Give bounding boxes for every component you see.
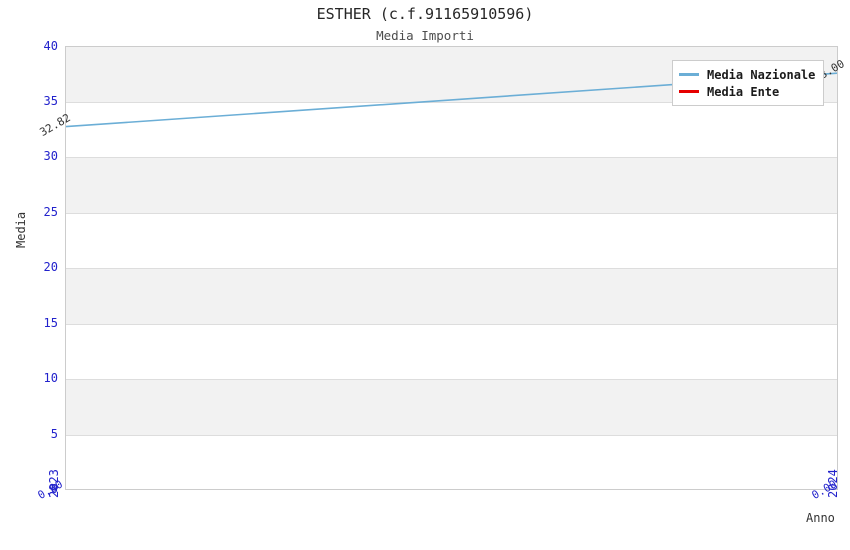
y-tick-20: 20 — [43, 260, 58, 274]
x-axis-label: Anno — [806, 511, 835, 525]
band-15-20 — [66, 269, 837, 325]
chart-title: ESTHER (c.f.91165910596) — [316, 5, 534, 23]
plot-area — [65, 46, 838, 490]
gridline-30 — [66, 157, 837, 158]
legend-label-media-nazionale: Media Nazionale — [707, 67, 816, 82]
y-tick-40: 40 — [43, 39, 58, 53]
legend-swatch-media-ente — [679, 90, 699, 93]
gridline-35 — [66, 102, 837, 103]
gridline-25 — [66, 213, 837, 214]
legend-item-media-nazionale[interactable]: Media Nazionale — [679, 66, 815, 83]
legend-label-media-ente: Media Ente — [707, 84, 780, 99]
legend-swatch-media-nazionale — [679, 73, 699, 76]
series-layer — [65, 72, 838, 128]
y-axis-label: Media — [14, 211, 28, 248]
y-axis-ticks: 40 35 30 25 20 15 10 5 0 — [0, 39, 58, 496]
chart-legend[interactable]: Media Nazionale Media Ente — [672, 60, 825, 106]
band-5-10 — [66, 380, 837, 436]
band-25-30 — [66, 158, 837, 214]
y-tick-15: 15 — [43, 316, 58, 330]
y-tick-10: 10 — [43, 371, 58, 385]
y-tick-35: 35 — [43, 94, 58, 108]
gridline-10 — [66, 379, 837, 380]
gridline-20 — [66, 268, 837, 269]
y-tick-30: 30 — [43, 149, 58, 163]
y-tick-0: 0 — [50, 482, 58, 496]
chart-subtitle: Media Importi — [376, 28, 474, 43]
y-tick-5: 5 — [50, 427, 58, 441]
gridline-15 — [66, 324, 837, 325]
y-tick-25: 25 — [43, 205, 58, 219]
legend-item-media-ente[interactable]: Media Ente — [679, 83, 815, 100]
gridline-5 — [66, 435, 837, 436]
